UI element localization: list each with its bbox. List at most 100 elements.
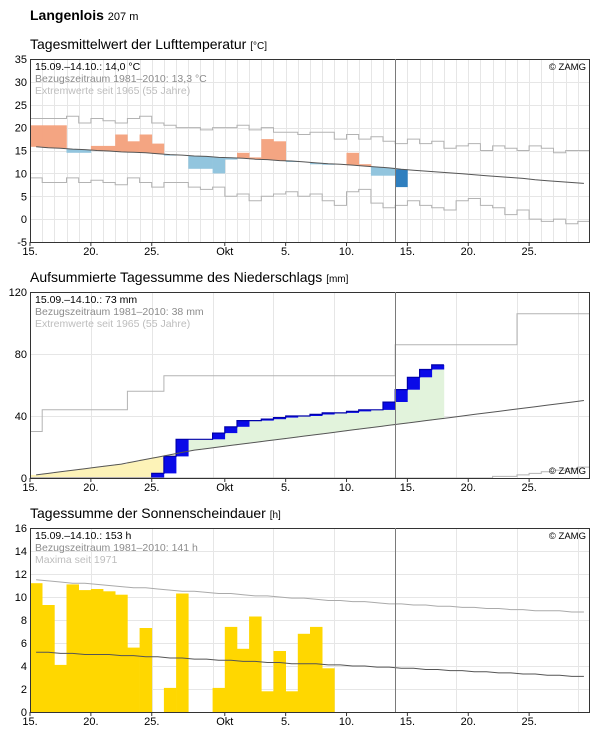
temperature-y-tick-label: 10 xyxy=(15,168,27,180)
sunshine-daily-bar xyxy=(103,591,116,713)
temperature-anomaly-bar xyxy=(395,169,408,188)
precipitation-daily-increment xyxy=(285,416,299,418)
station-name: Langenlois xyxy=(30,7,104,23)
temperature-anomaly-bar xyxy=(200,156,213,169)
precipitation-daily-increment xyxy=(419,369,433,378)
sunshine-x-tick-label: 15. xyxy=(22,716,37,728)
temperature-anomaly-bar xyxy=(78,149,92,153)
precipitation-frame xyxy=(30,292,590,479)
temperature-anomaly-bar xyxy=(370,167,384,176)
precipitation-difference-area xyxy=(115,464,128,478)
precipitation-daily-increment xyxy=(310,414,323,416)
precipitation-difference-area xyxy=(78,468,92,478)
sunshine-max-line xyxy=(36,579,584,613)
precipitation-difference-area xyxy=(297,416,311,437)
precipitation-record-max-line xyxy=(30,313,590,432)
sunshine-y-tick-label: 0 xyxy=(21,707,27,719)
temperature-anomaly-bar xyxy=(383,167,396,176)
precipitation-y-tick-label: 0 xyxy=(21,473,27,485)
temperature-unit: [°C] xyxy=(250,41,267,52)
precipitation-difference-area xyxy=(273,417,286,440)
sunshine-daily-bar xyxy=(115,594,128,712)
sunshine-y-tick-label: 4 xyxy=(21,661,27,673)
precipitation-x-tick-label: 20. xyxy=(83,482,98,494)
precipitation-x-tick-label: Okt xyxy=(216,482,233,494)
sunshine-y-tick-label: 16 xyxy=(15,523,27,535)
temperature-anomaly-bar xyxy=(103,145,116,151)
sunshine-title: Tagessumme der Sonnenscheindauer [h] xyxy=(30,505,281,521)
temperature-copyright: © ZAMG xyxy=(549,62,586,73)
sunshine-x-tick-label: 15. xyxy=(400,716,415,728)
temperature-x-tick-label: 10. xyxy=(339,246,354,258)
temperature-y-tick-label: 0 xyxy=(21,214,27,226)
precipitation-difference-area xyxy=(358,409,372,429)
temperature-anomaly-bar xyxy=(224,157,238,160)
temperature-record-max-line xyxy=(30,115,590,154)
temperature-y-tick-label: 30 xyxy=(15,77,27,89)
temperature-anomaly-bar xyxy=(249,157,262,160)
temperature-y-tick-label: 5 xyxy=(21,191,27,203)
sunshine-daily-bar xyxy=(163,687,177,712)
temperature-y-tick-label: 25 xyxy=(15,100,27,112)
precipitation-x-tick-label: 15. xyxy=(22,482,37,494)
precipitation-difference-area xyxy=(151,457,165,474)
temperature-legend-line: 15.09.–14.10.: 14,0 °C xyxy=(35,61,141,73)
precipitation-daily-increment xyxy=(322,412,335,415)
sunshine-daily-bar xyxy=(322,668,335,712)
sunshine-daily-bar xyxy=(273,651,286,712)
precipitation-difference-area xyxy=(103,465,116,478)
precipitation-difference-area xyxy=(163,454,177,457)
temperature-x-tick-label: 5. xyxy=(281,246,290,258)
precipitation-title: Aufsummierte Tagessumme des Niederschlag… xyxy=(30,269,349,285)
precipitation-plot-area xyxy=(30,292,590,478)
precipitation-difference-area xyxy=(90,467,104,478)
temperature-record-min-line xyxy=(30,177,590,225)
temperature-title: Tagesmittelwert der Lufttemperatur [°C] xyxy=(30,36,267,52)
sunshine-legend-line: 15.09.–14.10.: 153 h xyxy=(35,530,131,542)
sunshine-daily-bar xyxy=(54,664,67,712)
temperature-x-tick-label: 15. xyxy=(400,246,415,258)
precipitation-difference-area xyxy=(66,470,79,479)
temperature-anomaly-bar xyxy=(346,152,359,166)
sunshine-legend-line: Bezugszeitraum 1981–2010: 141 h xyxy=(35,542,198,554)
temperature-y-tick-label: 35 xyxy=(15,54,27,66)
sunshine-y-tick-label: 6 xyxy=(21,638,27,650)
temperature-x-tick-label: 20. xyxy=(83,246,98,258)
temperature-chart: -5 0 5 10 15 20 25 30 35 15. 20. 25. Okt 5. 10. 15. 20. 2… xyxy=(15,54,590,258)
sunshine-daily-bars xyxy=(30,583,335,713)
sunshine-x-tick-label: 25. xyxy=(521,716,536,728)
sunshine-y-tick-label: 14 xyxy=(15,546,27,558)
temperature-x-tick-label: 15. xyxy=(22,246,37,258)
sunshine-frame xyxy=(30,528,590,713)
precipitation-legend-line: Extremwerte seit 1965 (55 Jahre) xyxy=(35,318,190,330)
precipitation-x-tick-label: 20. xyxy=(461,482,476,494)
sunshine-daily-bar xyxy=(66,584,79,712)
precipitation-difference-area xyxy=(188,439,201,451)
precipitation-difference-area xyxy=(346,411,359,430)
temperature-anomaly-bars xyxy=(30,125,408,188)
precipitation-difference-area xyxy=(54,471,67,478)
station-elevation: 207 m xyxy=(107,11,139,23)
precipitation-y-tick-label: 120 xyxy=(9,287,27,299)
precipitation-daily-increment xyxy=(395,389,408,402)
temperature-y-tick-label: -5 xyxy=(17,237,27,249)
sunshine-daily-bar xyxy=(237,648,250,713)
sunshine-y-tick-label: 2 xyxy=(21,684,27,696)
precipitation-difference-area xyxy=(249,420,262,443)
sunshine-daily-bar xyxy=(78,590,92,712)
precipitation-difference-area xyxy=(261,419,274,441)
precipitation-difference-area xyxy=(419,369,433,421)
precipitation-daily-increment xyxy=(358,409,372,412)
precipitation-copyright: © ZAMG xyxy=(549,466,586,477)
sunshine-x-tick-label: 20. xyxy=(83,716,98,728)
precipitation-difference-area xyxy=(200,439,213,449)
sunshine-x-tick-label: 25. xyxy=(144,716,159,728)
station-header: Langenlois 207 m xyxy=(30,7,138,23)
precipitation-x-tick-label: 15. xyxy=(400,482,415,494)
precipitation-x-tick-label: 5. xyxy=(281,482,290,494)
sunshine-daily-bar xyxy=(285,691,299,712)
sunshine-y-tick-label: 8 xyxy=(21,615,27,627)
temperature-anomaly-bar xyxy=(310,162,323,165)
